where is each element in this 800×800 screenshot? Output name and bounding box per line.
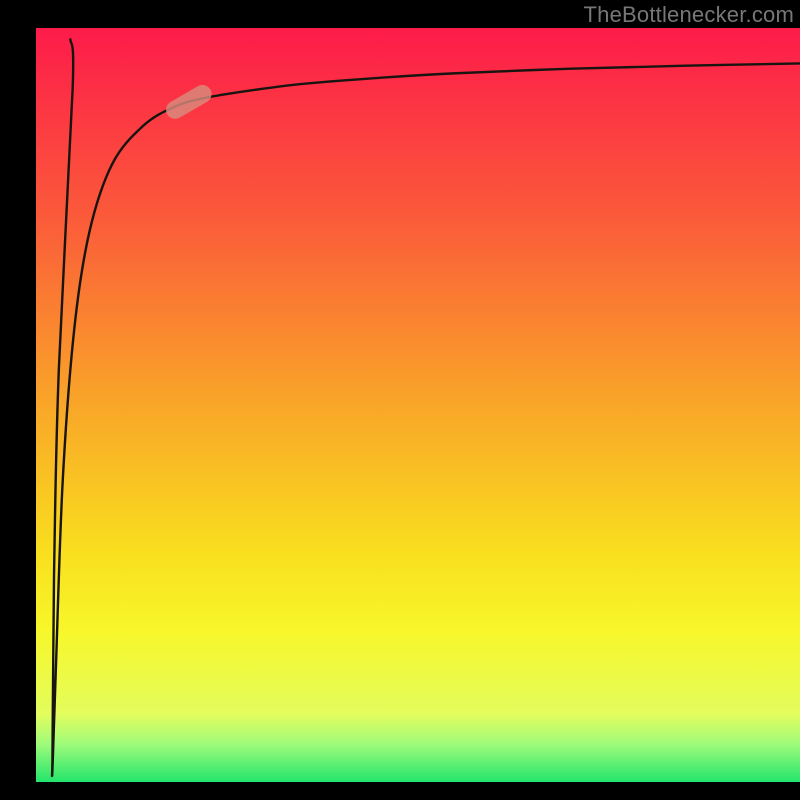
- chart-overlay-svg: [0, 0, 800, 800]
- bottleneck-curve: [52, 39, 800, 776]
- watermark-text: TheBottlenecker.com: [584, 2, 794, 28]
- chart-stage: TheBottlenecker.com: [0, 0, 800, 800]
- highlight-marker: [163, 82, 215, 123]
